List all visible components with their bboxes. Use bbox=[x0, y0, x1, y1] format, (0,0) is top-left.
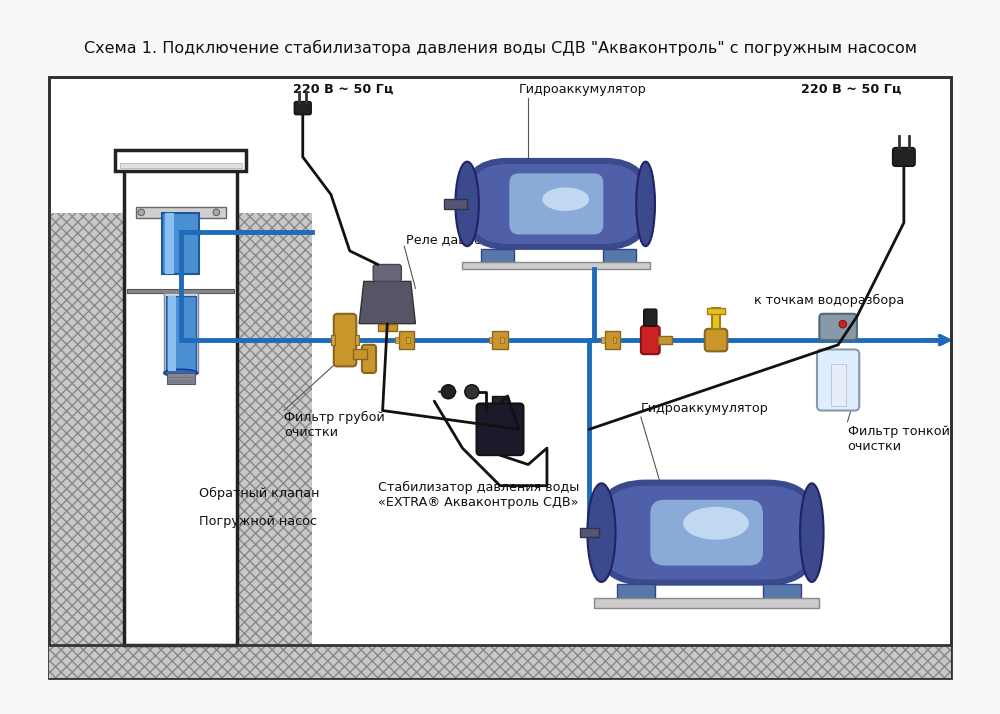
FancyBboxPatch shape bbox=[294, 101, 311, 115]
Text: Схема 1. Подключение стабилизатора давления воды СДВ "Акваконтроль" с погружным : Схема 1. Подключение стабилизатора давле… bbox=[84, 39, 916, 56]
Bar bbox=[167, 373, 195, 384]
FancyBboxPatch shape bbox=[599, 486, 815, 580]
FancyBboxPatch shape bbox=[373, 264, 401, 281]
Bar bbox=[166, 296, 196, 371]
Bar bbox=[49, 645, 951, 678]
Text: Реле давления воды: Реле давления воды bbox=[406, 233, 544, 246]
Bar bbox=[406, 337, 410, 343]
Bar bbox=[617, 584, 655, 603]
Ellipse shape bbox=[800, 483, 824, 582]
Bar bbox=[237, 213, 312, 645]
Bar bbox=[603, 248, 636, 266]
Bar bbox=[481, 248, 514, 266]
Ellipse shape bbox=[213, 209, 220, 216]
FancyBboxPatch shape bbox=[893, 148, 915, 166]
Text: Гидроаккумулятор: Гидроаккумулятор bbox=[641, 402, 769, 416]
Ellipse shape bbox=[164, 369, 198, 377]
FancyBboxPatch shape bbox=[644, 309, 657, 326]
Bar bbox=[462, 261, 650, 269]
Ellipse shape bbox=[839, 321, 847, 328]
Ellipse shape bbox=[542, 188, 589, 211]
Bar bbox=[500, 337, 504, 343]
Bar bbox=[49, 213, 124, 645]
Text: Стабилизатор давления воды
«EXTRA® Акваконтроль СДВ»: Стабилизатор давления воды «EXTRA® Аквак… bbox=[378, 481, 579, 509]
Bar bbox=[489, 337, 492, 343]
Text: 220 В ~ 50 Гц: 220 В ~ 50 Гц bbox=[293, 83, 394, 96]
Ellipse shape bbox=[441, 385, 455, 399]
FancyBboxPatch shape bbox=[467, 164, 646, 243]
Bar bbox=[49, 77, 951, 678]
Bar bbox=[165, 213, 174, 274]
Text: Обратный клапан: Обратный клапан bbox=[199, 487, 320, 500]
Bar bbox=[49, 645, 951, 678]
Ellipse shape bbox=[636, 161, 655, 246]
Bar bbox=[355, 336, 359, 345]
Polygon shape bbox=[359, 281, 415, 323]
Bar bbox=[492, 331, 508, 349]
Bar bbox=[331, 336, 335, 345]
Bar bbox=[763, 584, 801, 603]
Bar bbox=[399, 331, 414, 349]
FancyBboxPatch shape bbox=[819, 313, 857, 340]
Bar bbox=[49, 77, 951, 645]
Bar bbox=[395, 337, 399, 343]
Bar bbox=[492, 396, 508, 403]
Ellipse shape bbox=[455, 161, 479, 246]
Text: к точкам водоразбора: к точкам водоразбора bbox=[754, 294, 904, 307]
Bar bbox=[712, 308, 720, 329]
Bar bbox=[120, 163, 242, 169]
FancyBboxPatch shape bbox=[650, 500, 763, 565]
FancyBboxPatch shape bbox=[594, 481, 819, 584]
Bar bbox=[444, 199, 467, 208]
Text: 220 В ~ 50 Гц: 220 В ~ 50 Гц bbox=[801, 83, 901, 96]
Text: Погружной насос: Погружной насос bbox=[199, 515, 317, 528]
Bar bbox=[237, 213, 312, 645]
Bar bbox=[658, 336, 672, 344]
Bar bbox=[594, 598, 819, 608]
Bar bbox=[49, 213, 124, 645]
Bar bbox=[162, 213, 199, 274]
Bar bbox=[831, 363, 846, 406]
Bar bbox=[707, 308, 725, 313]
Bar bbox=[613, 337, 616, 343]
Text: Фильтр грубой
очистки: Фильтр грубой очистки bbox=[284, 411, 385, 438]
FancyBboxPatch shape bbox=[509, 174, 603, 234]
Bar bbox=[115, 151, 246, 171]
Bar bbox=[580, 528, 599, 538]
Bar bbox=[605, 331, 620, 349]
Ellipse shape bbox=[683, 507, 749, 540]
FancyBboxPatch shape bbox=[362, 345, 376, 373]
Bar bbox=[601, 337, 605, 343]
FancyBboxPatch shape bbox=[477, 403, 523, 455]
Ellipse shape bbox=[587, 483, 616, 582]
Bar bbox=[127, 289, 234, 293]
Bar bbox=[378, 323, 397, 331]
FancyBboxPatch shape bbox=[817, 349, 859, 411]
Bar bbox=[124, 166, 237, 645]
Bar bbox=[168, 296, 176, 371]
Text: Гидроаккумулятор: Гидроаккумулятор bbox=[519, 83, 647, 96]
Ellipse shape bbox=[138, 209, 145, 216]
Text: Фильтр тонкой
очистки: Фильтр тонкой очистки bbox=[848, 425, 949, 453]
Ellipse shape bbox=[465, 385, 479, 399]
Bar bbox=[164, 293, 198, 373]
FancyBboxPatch shape bbox=[334, 313, 356, 366]
FancyBboxPatch shape bbox=[462, 159, 650, 248]
FancyBboxPatch shape bbox=[641, 326, 660, 354]
Bar bbox=[136, 207, 226, 218]
FancyBboxPatch shape bbox=[705, 329, 727, 351]
Bar bbox=[353, 349, 367, 359]
